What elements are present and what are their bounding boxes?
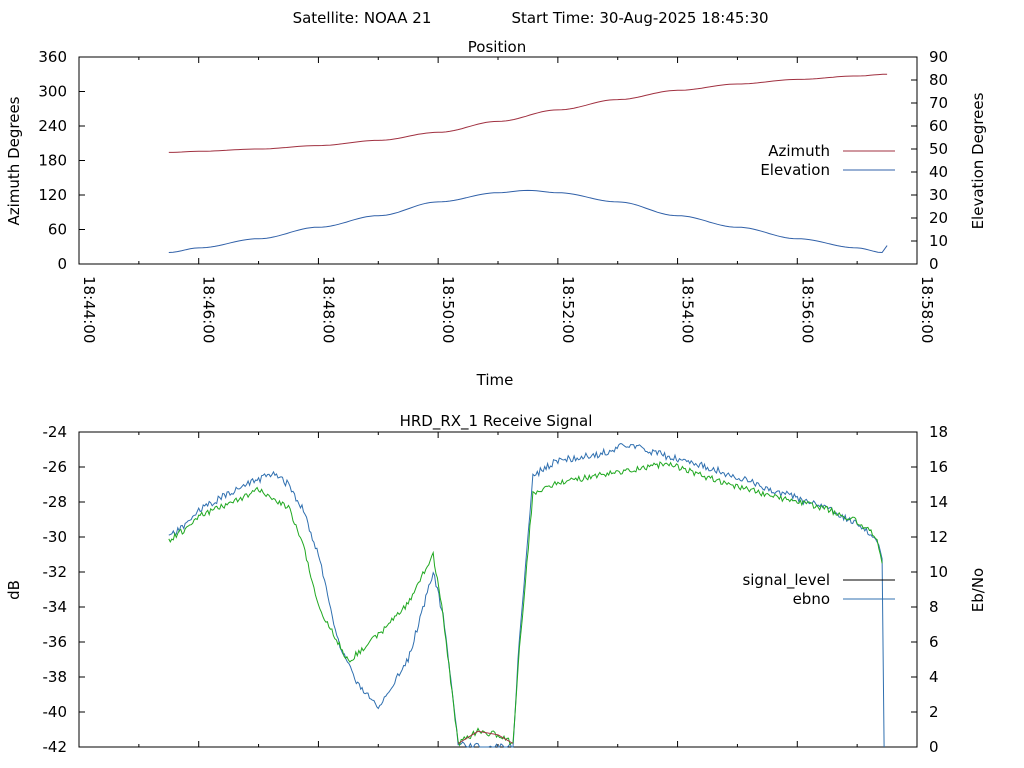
signal-chart-title: HRD_RX_1 Receive Signal <box>400 412 593 431</box>
ebno-axis-tick-label: 18 <box>929 423 948 441</box>
azimuth-axis-tick-label: 120 <box>38 186 67 204</box>
db-axis-tick-label: -24 <box>43 423 68 441</box>
azimuth-axis-tick-label: 0 <box>57 255 67 273</box>
position-series <box>168 73 888 254</box>
ebno-axis-tick-label: 16 <box>929 458 948 476</box>
db-axis-tick-label: -32 <box>43 563 68 581</box>
position-chart: Position 0 60 120 180 240 300 360 0 10 20 30 40 50 6… <box>5 38 987 389</box>
ebno-axis-tick-label: 10 <box>929 563 948 581</box>
ebno-axis-tick-label: 2 <box>929 703 939 721</box>
time-axis-tick-label: 18:54:00 <box>679 276 697 343</box>
signal-dropout-line <box>457 730 514 744</box>
elevation-axis-tick-label: 60 <box>929 117 948 135</box>
signal-chart: HRD_RX_1 Receive Signal -24-26-28-30-32-… <box>5 412 987 756</box>
time-axis-label: Time <box>476 371 514 389</box>
db-axis-tick-label: -34 <box>43 598 68 616</box>
elevation-axis-tick-label: 0 <box>929 255 939 273</box>
legend-elevation-label: Elevation <box>760 161 830 179</box>
time-axis-tick-label: 18:58:00 <box>918 276 936 343</box>
azimuth-line <box>168 73 888 153</box>
ebno-axis-tick-label: 6 <box>929 633 939 651</box>
elevation-axis-tick-label: 80 <box>929 71 948 89</box>
elevation-axis-label: Elevation Degrees <box>969 92 987 229</box>
elevation-axis-tick-label: 30 <box>929 186 948 204</box>
ebno-axis-tick-label: 4 <box>929 668 939 686</box>
time-axis-tick-label: 18:44:00 <box>80 276 98 343</box>
ebno-axis-tick-label: 12 <box>929 528 948 546</box>
db-axis-tick-label: -28 <box>43 493 68 511</box>
ebno-axis-label: Eb/No <box>969 568 987 612</box>
azimuth-axis-label: Azimuth Degrees <box>5 96 23 225</box>
ebno-axis-tick-label: 0 <box>929 738 939 756</box>
signal-time-axis-ticks <box>78 432 918 747</box>
azimuth-axis-tick-label: 180 <box>38 152 67 170</box>
time-axis-tick-label: 18:56:00 <box>798 276 816 343</box>
time-axis-tick-label: 18:46:00 <box>200 276 218 343</box>
time-axis-tick-label: 18:52:00 <box>559 276 577 343</box>
ebno-axis-tick-label: 14 <box>929 493 948 511</box>
db-axis-label: dB <box>5 580 23 600</box>
azimuth-axis-ticks: 0 60 120 180 240 300 360 <box>38 48 85 273</box>
signal-legend: signal_level ebno <box>742 571 895 608</box>
db-axis-tick-label: -38 <box>43 668 68 686</box>
azimuth-axis-tick-label: 60 <box>48 221 67 239</box>
ebno-axis-ticks: 0 2 4 6 8 10 12 14 16 18 <box>911 423 948 756</box>
db-axis-tick-label: -42 <box>43 738 68 756</box>
elevation-axis-ticks: 0 10 20 30 40 50 60 70 80 90 <box>911 48 948 273</box>
elevation-line <box>168 189 888 254</box>
time-axis-ticks: 18:44:00 18:46:00 18:48:00 18:50:00 18:52:00… <box>78 57 936 343</box>
db-axis-tick-label: -26 <box>43 458 68 476</box>
legend-azimuth-label: Azimuth <box>768 142 830 160</box>
elevation-axis-tick-label: 20 <box>929 209 948 227</box>
start-time-title: Start Time: 30-Aug-2025 18:45:30 <box>511 9 768 27</box>
elevation-axis-tick-label: 70 <box>929 94 948 112</box>
elevation-axis-tick-label: 50 <box>929 140 948 158</box>
legend-ebno-label: ebno <box>793 590 830 608</box>
elevation-axis-tick-label: 40 <box>929 163 948 181</box>
azimuth-axis-tick-label: 360 <box>38 48 67 66</box>
azimuth-axis-tick-label: 240 <box>38 117 67 135</box>
signal-series <box>168 443 885 748</box>
time-axis-tick-label: 18:48:00 <box>319 276 337 343</box>
db-axis-tick-label: -36 <box>43 633 68 651</box>
time-axis-tick-label: 18:50:00 <box>439 276 457 343</box>
signal-plot-frame <box>78 431 918 748</box>
position-chart-title: Position <box>468 38 526 56</box>
azimuth-axis-tick-label: 300 <box>38 83 67 101</box>
position-legend: Azimuth Elevation <box>760 142 895 179</box>
db-axis-ticks: -24 -26 -28 -30 -32 -34 -36 -38 -40 -42 <box>43 423 85 756</box>
ebno-axis-tick-label: 8 <box>929 598 939 616</box>
ebno-line <box>168 443 885 748</box>
legend-signal-level-label: signal_level <box>742 571 830 590</box>
db-axis-tick-label: -40 <box>43 703 68 721</box>
elevation-axis-tick-label: 10 <box>929 232 948 250</box>
db-axis-tick-label: -30 <box>43 528 68 546</box>
satellite-title: Satellite: NOAA 21 <box>293 9 432 27</box>
signal-level-line <box>168 461 883 747</box>
elevation-axis-tick-label: 90 <box>929 48 948 66</box>
